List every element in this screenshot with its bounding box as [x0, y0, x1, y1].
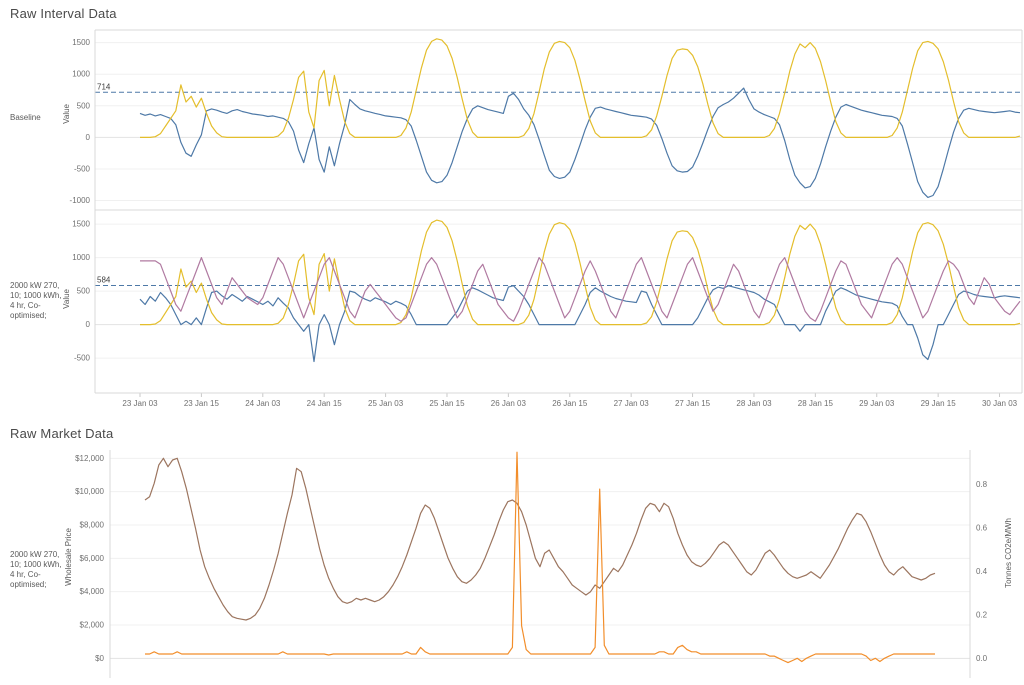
row-label-scenario: 2000 kW 270, 10; 1000 kWh, 4 hr, Co- opt…: [10, 281, 62, 321]
section-title-interval: Raw Interval Data: [10, 6, 117, 21]
section-title-market: Raw Market Data: [10, 426, 114, 441]
x-tick-label: 28 Jan 15: [798, 399, 834, 408]
row-label-scenario-line: 4 hr, Co-: [10, 570, 41, 579]
x-tick-label: 27 Jan 03: [614, 399, 650, 408]
y-tick-label: $2,000: [80, 621, 105, 630]
x-tick-label: 25 Jan 15: [429, 399, 465, 408]
series-optimised-net-load[interactable]: [139, 285, 1021, 363]
y-tick-label: $0: [95, 654, 104, 663]
y-tick-label: -500: [74, 164, 91, 173]
row-label-scenario-line: 2000 kW 270,: [10, 550, 60, 559]
row-label-scenario-line: 10; 1000 kWh,: [10, 291, 62, 300]
x-tick-label: 30 Jan 03: [982, 399, 1018, 408]
series-solar-generation[interactable]: [140, 219, 1021, 326]
x-tick-label: 27 Jan 15: [675, 399, 711, 408]
y-tick-label: 1000: [72, 70, 90, 79]
y-tick-label: -500: [74, 354, 91, 363]
y-tick-label: $4,000: [80, 587, 105, 596]
series-wholesale-price[interactable]: [144, 457, 936, 621]
y-tick-label: 1500: [72, 38, 90, 47]
row-label-scenario-line: 2000 kW 270,: [10, 281, 60, 290]
y-tick-label: 1500: [72, 220, 90, 229]
x-tick-label: 24 Jan 15: [307, 399, 343, 408]
y-tick-label-right: 0.4: [976, 567, 988, 576]
x-tick-label: 28 Jan 03: [736, 399, 772, 408]
y-tick-label: $8,000: [80, 521, 105, 530]
y-tick-label: 500: [77, 287, 91, 296]
market-chart-canvas[interactable]: $0 $2,000 $4,000 $6,000 $8,000 $10,000 $12,000…: [0, 420, 1024, 685]
x-tick-label: 26 Jan 03: [491, 399, 527, 408]
x-tick-label: 23 Jan 15: [184, 399, 220, 408]
y-tick-label: 0: [86, 133, 91, 142]
y-axis-title-value-scenario: Value: [62, 289, 71, 309]
y-axis-title-wholesale-price: Wholesale Price: [64, 528, 73, 586]
series-battery-state[interactable]: [140, 257, 1021, 322]
x-tick-label: 23 Jan 03: [122, 399, 158, 408]
y-axis-title-tonnes-co2e: Tonnes CO2e/MWh: [1004, 518, 1013, 588]
x-tick-label: 26 Jan 15: [552, 399, 588, 408]
reference-line-label: 714: [97, 82, 111, 91]
row-label-scenario-line: 10; 1000 kWh,: [10, 560, 62, 569]
reference-line-label: 584: [97, 275, 111, 284]
x-tick-label: 24 Jan 03: [245, 399, 281, 408]
y-tick-label: $10,000: [75, 487, 104, 496]
x-tick-label: 29 Jan 03: [859, 399, 895, 408]
row-label-scenario-market: 2000 kW 270, 10; 1000 kWh, 4 hr, Co- opt…: [10, 550, 62, 590]
y-tick-label: 500: [77, 101, 91, 110]
y-tick-label-right: 0.6: [976, 524, 988, 533]
row-label-scenario-line: optimised;: [10, 311, 47, 320]
y-tick-label: 1000: [72, 253, 90, 262]
row-label-baseline: Baseline: [10, 113, 41, 122]
y-tick-label-right: 0.8: [976, 480, 988, 489]
interval-charts-canvas[interactable]: -1000 -500 0 500 1000 1500 714 -500 0 500 1000 1500…: [0, 0, 1024, 420]
row-label-scenario-line: optimised;: [10, 580, 47, 589]
y-axis-title-value-baseline: Value: [62, 104, 71, 124]
y-tick-label-right: 0.0: [976, 654, 988, 663]
series-baseline-net-load[interactable]: [139, 87, 1021, 198]
series-carbon-intensity[interactable]: [145, 451, 935, 664]
x-tick-label: 25 Jan 03: [368, 399, 404, 408]
series-solar-generation[interactable]: [140, 38, 1021, 138]
y-tick-label: -1000: [70, 196, 91, 205]
y-tick-label: $6,000: [80, 554, 105, 563]
x-tick-label: 29 Jan 15: [921, 399, 957, 408]
y-tick-label: 0: [86, 320, 91, 329]
y-tick-label-right: 0.2: [976, 610, 988, 619]
row-label-scenario-line: 4 hr, Co-: [10, 301, 41, 310]
y-tick-label: $12,000: [75, 454, 104, 463]
